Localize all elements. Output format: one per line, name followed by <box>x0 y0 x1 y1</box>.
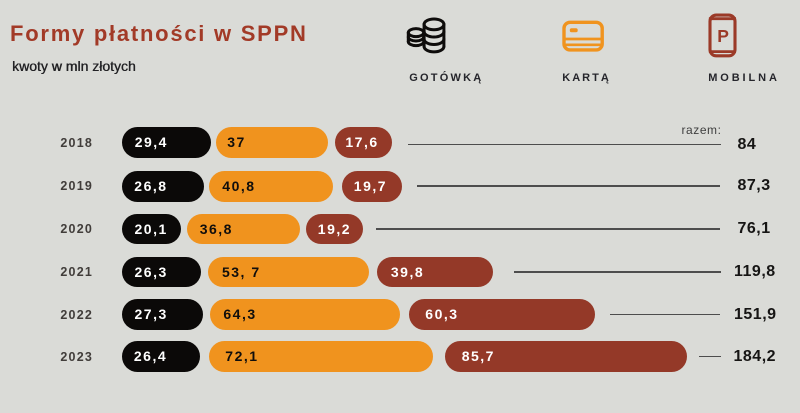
svg-text:P: P <box>717 26 729 46</box>
